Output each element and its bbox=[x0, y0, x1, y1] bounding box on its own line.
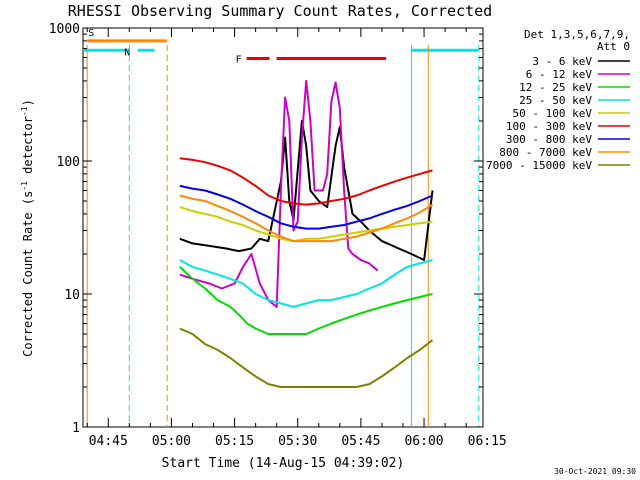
x-tick-label: 05:45 bbox=[341, 434, 380, 449]
markers bbox=[86, 45, 480, 427]
x-tick-label: 06:00 bbox=[404, 434, 443, 449]
x-axis-title: Start Time (14-Aug-15 04:39:02) bbox=[162, 456, 405, 471]
y-tick-label: 100 bbox=[57, 155, 80, 170]
flag-label: F bbox=[236, 54, 242, 65]
legend-label: 12 - 25 keV bbox=[519, 81, 592, 94]
series-line-7 bbox=[179, 194, 434, 243]
y-axis-title: Corrected Count Rate (s-1 detector-1) bbox=[20, 99, 35, 357]
y-tick-label: 10 bbox=[64, 288, 80, 303]
series-line-4 bbox=[179, 206, 433, 243]
legend-label: 7000 - 15000 keV bbox=[486, 159, 592, 172]
legend-label: 6 - 12 keV bbox=[526, 68, 593, 81]
legend-header-detectors: Det 1,3,5,6,7,9, bbox=[524, 28, 630, 41]
chart-title: RHESSI Observing Summary Count Rates, Co… bbox=[68, 2, 492, 20]
flag-label: N bbox=[124, 47, 130, 58]
series-line-6 bbox=[179, 184, 433, 230]
observing-flags: S N F bbox=[83, 28, 479, 65]
legend-label: 800 - 7000 keV bbox=[499, 146, 592, 159]
x-tick-label: 05:00 bbox=[152, 434, 191, 449]
x-tick-label: 05:30 bbox=[278, 434, 317, 449]
legend-label: 3 - 6 keV bbox=[532, 55, 592, 68]
footer-timestamp: 30-Oct-2021 09:30 bbox=[554, 467, 636, 476]
series-line-5 bbox=[179, 157, 433, 206]
legend-header-attenuator: Att 0 bbox=[597, 40, 630, 53]
y-tick-label: 1 bbox=[72, 421, 80, 436]
x-tick-label: 06:15 bbox=[468, 434, 507, 449]
series-line-2 bbox=[179, 266, 433, 335]
x-axis: 04:45 05:00 05:15 05:30 05:45 06:00 06:15 bbox=[86, 28, 507, 449]
plot-area bbox=[82, 27, 484, 428]
legend-label: 50 - 100 keV bbox=[513, 107, 593, 120]
series-line-0 bbox=[179, 120, 434, 261]
x-tick-label: 04:45 bbox=[89, 434, 128, 449]
legend-label: 100 - 300 keV bbox=[506, 120, 592, 133]
y-tick-label: 1000 bbox=[49, 22, 80, 37]
flag-label: S bbox=[88, 28, 94, 39]
y-axis: 1 10 100 1000 bbox=[49, 22, 483, 436]
series-line-3 bbox=[179, 259, 433, 308]
legend-label: 25 - 50 keV bbox=[519, 94, 592, 107]
x-tick-label: 05:15 bbox=[215, 434, 254, 449]
legend-label: 300 - 800 keV bbox=[506, 133, 592, 146]
series-line-1 bbox=[179, 79, 379, 308]
series-line-8 bbox=[179, 327, 434, 388]
series-layer bbox=[179, 79, 434, 388]
